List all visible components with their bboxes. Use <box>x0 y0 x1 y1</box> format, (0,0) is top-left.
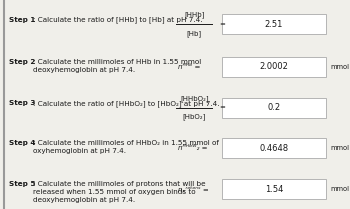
Text: : Calculate the millimoles of HHb in 1.55 mmol
deoxyhemoglobin at pH 7.4.: : Calculate the millimoles of HHb in 1.5… <box>33 59 201 73</box>
Text: 2.51: 2.51 <box>265 19 283 29</box>
Text: [HHb]: [HHb] <box>184 11 204 18</box>
Text: [Hb]: [Hb] <box>187 30 202 37</box>
Text: =: = <box>219 105 225 111</box>
Text: Step 3: Step 3 <box>9 100 35 106</box>
Text: 2.0002: 2.0002 <box>259 62 288 71</box>
Text: : Calculate the millimoles of HHbO₂ in 1.55 mmol of
oxyhemoglobin at pH 7.4.: : Calculate the millimoles of HHbO₂ in 1… <box>33 140 219 154</box>
Text: [HbO₂]: [HbO₂] <box>183 113 206 120</box>
FancyBboxPatch shape <box>222 179 326 199</box>
Text: Step 2: Step 2 <box>9 59 35 65</box>
Text: mmol: mmol <box>331 145 350 151</box>
Text: =: = <box>219 21 225 27</box>
Text: nₚʳᵒᵗᵒⁿˢ =: nₚʳᵒᵗᵒⁿˢ = <box>178 186 209 193</box>
Text: : Calculate the ratio of [HHb] to [Hb] at pH 7.4.: : Calculate the ratio of [HHb] to [Hb] a… <box>33 17 202 23</box>
Text: Step 4: Step 4 <box>9 140 35 146</box>
Text: mmol: mmol <box>331 186 350 192</box>
Text: 0.2: 0.2 <box>267 103 280 112</box>
FancyBboxPatch shape <box>222 138 326 158</box>
Text: nᴴᴴᵇ =: nᴴᴴᵇ = <box>178 64 201 70</box>
FancyBboxPatch shape <box>222 57 326 77</box>
Text: Step 5: Step 5 <box>9 181 35 187</box>
FancyBboxPatch shape <box>222 98 326 117</box>
Text: : Calculate the millimoles of protons that will be
released when 1.55 mmol of ox: : Calculate the millimoles of protons th… <box>33 181 205 203</box>
Text: 1.54: 1.54 <box>265 185 283 194</box>
Text: [HHbO₂]: [HHbO₂] <box>180 95 209 102</box>
Text: 0.4648: 0.4648 <box>259 144 288 153</box>
Text: : Calculate the ratio of [HHbO₂] to [HbO₂] at pH 7.4.: : Calculate the ratio of [HHbO₂] to [HbO… <box>33 100 219 107</box>
Text: nᴴᴴᵇᵂ₂ =: nᴴᴴᵇᵂ₂ = <box>178 145 208 151</box>
Text: mmol: mmol <box>331 64 350 70</box>
Text: Step 1: Step 1 <box>9 17 35 23</box>
FancyBboxPatch shape <box>222 14 326 34</box>
